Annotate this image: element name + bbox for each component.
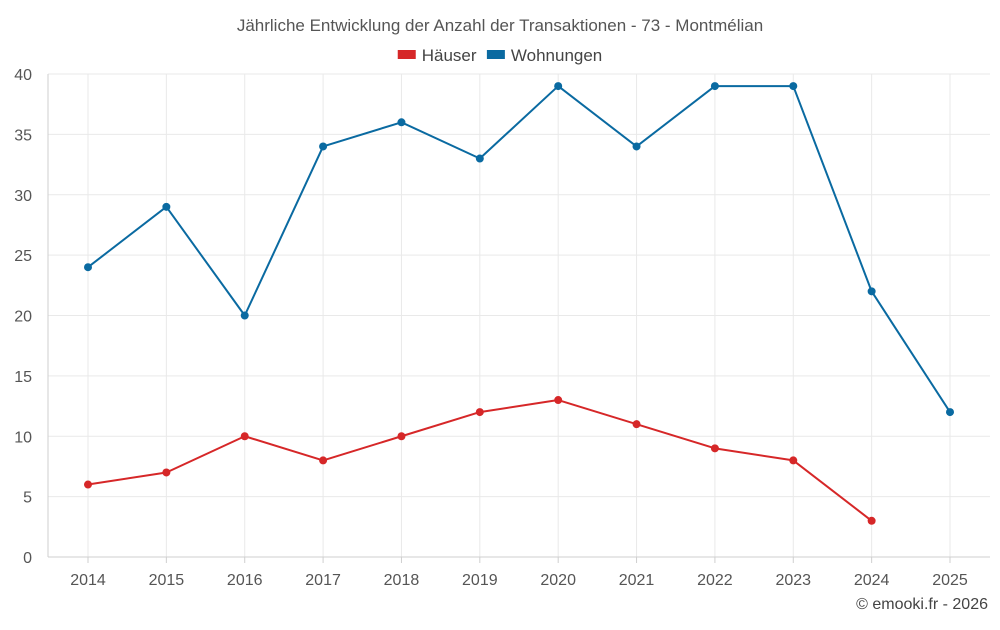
x-tick-label: 2016 — [227, 572, 263, 589]
data-point-wohnungen[interactable] — [632, 142, 641, 151]
x-tick-label: 2024 — [854, 572, 890, 589]
y-tick-label: 0 — [23, 550, 32, 567]
data-point-wohnungen[interactable] — [789, 82, 798, 91]
y-tick-label: 30 — [14, 188, 32, 205]
data-point-h-user[interactable] — [554, 396, 563, 405]
x-tick-label: 2017 — [305, 572, 341, 589]
data-point-wohnungen[interactable] — [867, 287, 876, 296]
chart-title: Jährliche Entwicklung der Anzahl der Tra… — [237, 16, 763, 35]
data-point-wohnungen[interactable] — [240, 311, 249, 320]
data-point-h-user[interactable] — [240, 432, 249, 441]
legend-item-wohnungen[interactable]: Wohnungen — [486, 46, 602, 65]
data-point-wohnungen[interactable] — [397, 118, 406, 127]
data-point-wohnungen[interactable] — [162, 202, 171, 211]
legend-item-h-user[interactable]: Häuser — [397, 46, 477, 65]
y-tick-label: 35 — [14, 127, 32, 144]
legend[interactable]: Häuser Wohnungen — [397, 46, 603, 65]
y-tick-label: 5 — [23, 490, 32, 507]
legend-swatch — [486, 50, 505, 59]
y-tick-label: 10 — [14, 429, 32, 446]
legend-label: Häuser — [422, 46, 477, 65]
data-point-wohnungen[interactable] — [319, 142, 328, 151]
x-tick-label: 2015 — [149, 572, 185, 589]
y-tick-label: 20 — [14, 309, 32, 326]
grid-lines — [48, 73, 990, 557]
series-wohnungen — [84, 82, 954, 417]
x-tick-label: 2019 — [462, 572, 498, 589]
legend-label: Wohnungen — [511, 46, 602, 65]
data-point-h-user[interactable] — [632, 420, 641, 429]
data-point-h-user[interactable] — [710, 444, 719, 453]
data-point-h-user[interactable] — [84, 480, 92, 489]
x-tick-label: 2023 — [775, 572, 811, 589]
data-point-wohnungen[interactable] — [554, 82, 563, 91]
y-tick-label: 40 — [14, 67, 32, 84]
data-point-wohnungen[interactable] — [475, 154, 484, 163]
x-tick-label: 2014 — [70, 572, 106, 589]
data-point-wohnungen[interactable] — [84, 263, 92, 272]
series-layer — [84, 82, 954, 525]
x-tick-label: 2025 — [932, 572, 968, 589]
data-point-h-user[interactable] — [162, 468, 171, 477]
legend-swatch — [397, 50, 416, 59]
y-tick-label: 15 — [14, 369, 32, 386]
data-point-h-user[interactable] — [319, 456, 328, 465]
data-point-h-user[interactable] — [789, 456, 798, 465]
data-point-wohnungen[interactable] — [710, 82, 719, 91]
y-tick-label: 25 — [14, 248, 32, 265]
data-point-h-user[interactable] — [397, 432, 406, 441]
series-h-user — [84, 396, 876, 525]
x-tick-label: 2021 — [619, 572, 655, 589]
data-point-h-user[interactable] — [867, 516, 876, 525]
series-line-wohnungen — [87, 85, 951, 413]
data-point-wohnungen[interactable] — [946, 408, 954, 417]
x-tick-label: 2022 — [697, 572, 733, 589]
x-tick-label: 2018 — [384, 572, 420, 589]
credit-label: © emooki.fr - 2026 — [856, 596, 988, 613]
data-point-h-user[interactable] — [475, 408, 484, 417]
x-tick-label: 2020 — [540, 572, 576, 589]
